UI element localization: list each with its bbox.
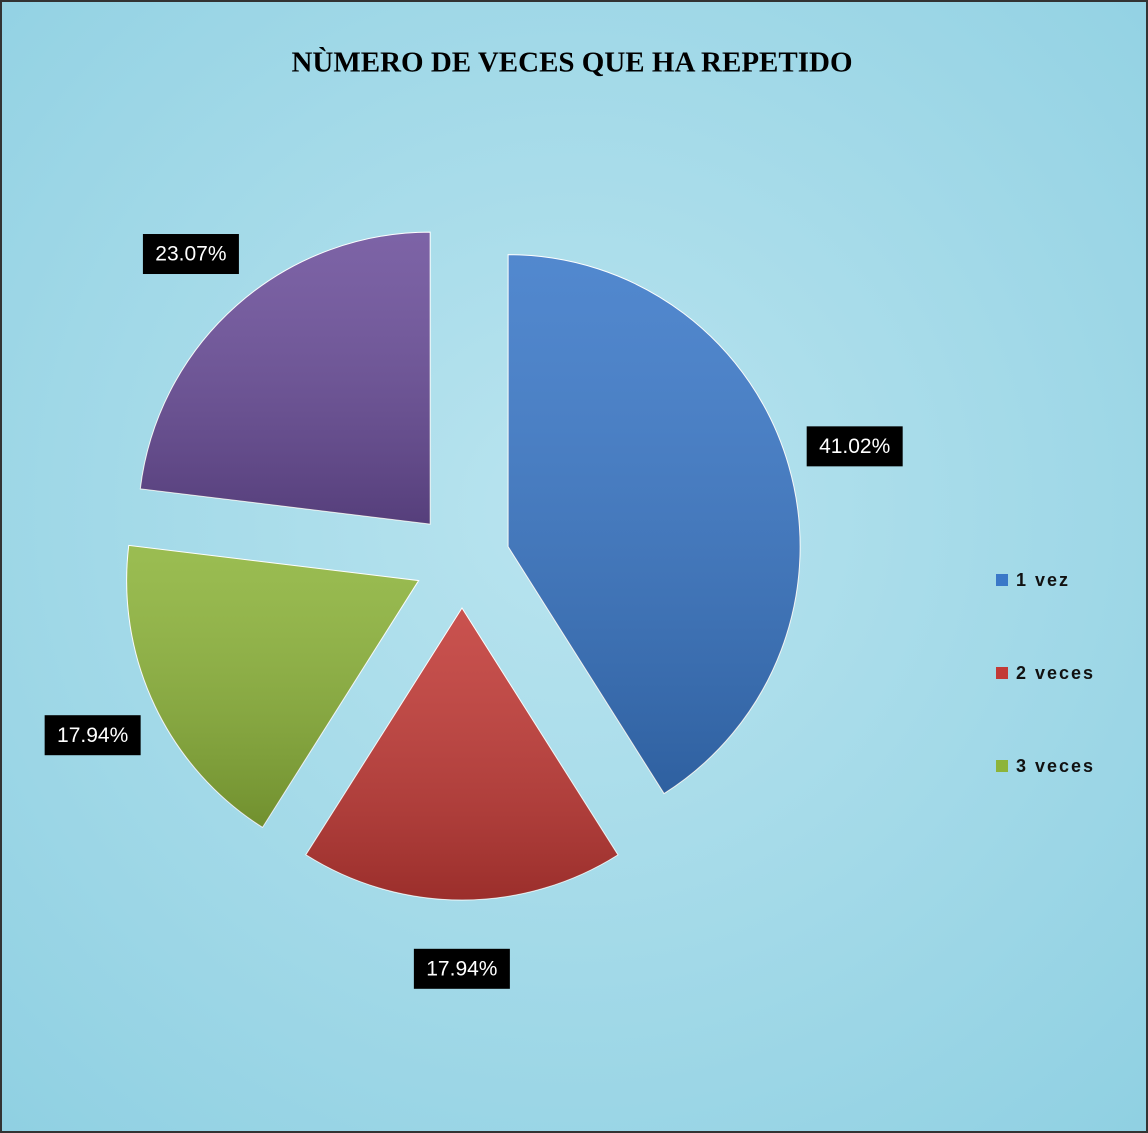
legend-label: 3 veces: [1016, 756, 1095, 776]
data-label: 41.02%: [819, 435, 890, 458]
slice-shade: [305, 608, 618, 900]
slice-shade: [508, 254, 801, 794]
legend-swatch: [996, 760, 1008, 772]
legend-swatch: [996, 574, 1008, 586]
data-label: 17.94%: [426, 957, 497, 980]
slice-shade: [140, 232, 431, 525]
label-box: [142, 234, 239, 275]
legend-label: 2 veces: [1016, 663, 1095, 683]
label-box: [44, 715, 141, 756]
chart-title: NÙMERO DE VECES QUE HA REPETIDO: [291, 46, 852, 79]
label-box: [806, 426, 903, 467]
data-label: 23.07%: [155, 243, 226, 266]
legend-swatch: [996, 667, 1008, 679]
data-label: 17.94%: [57, 724, 128, 747]
label-box: [413, 948, 510, 989]
legend-label: 1 vez: [1016, 570, 1070, 590]
slice-shade: [126, 545, 419, 828]
